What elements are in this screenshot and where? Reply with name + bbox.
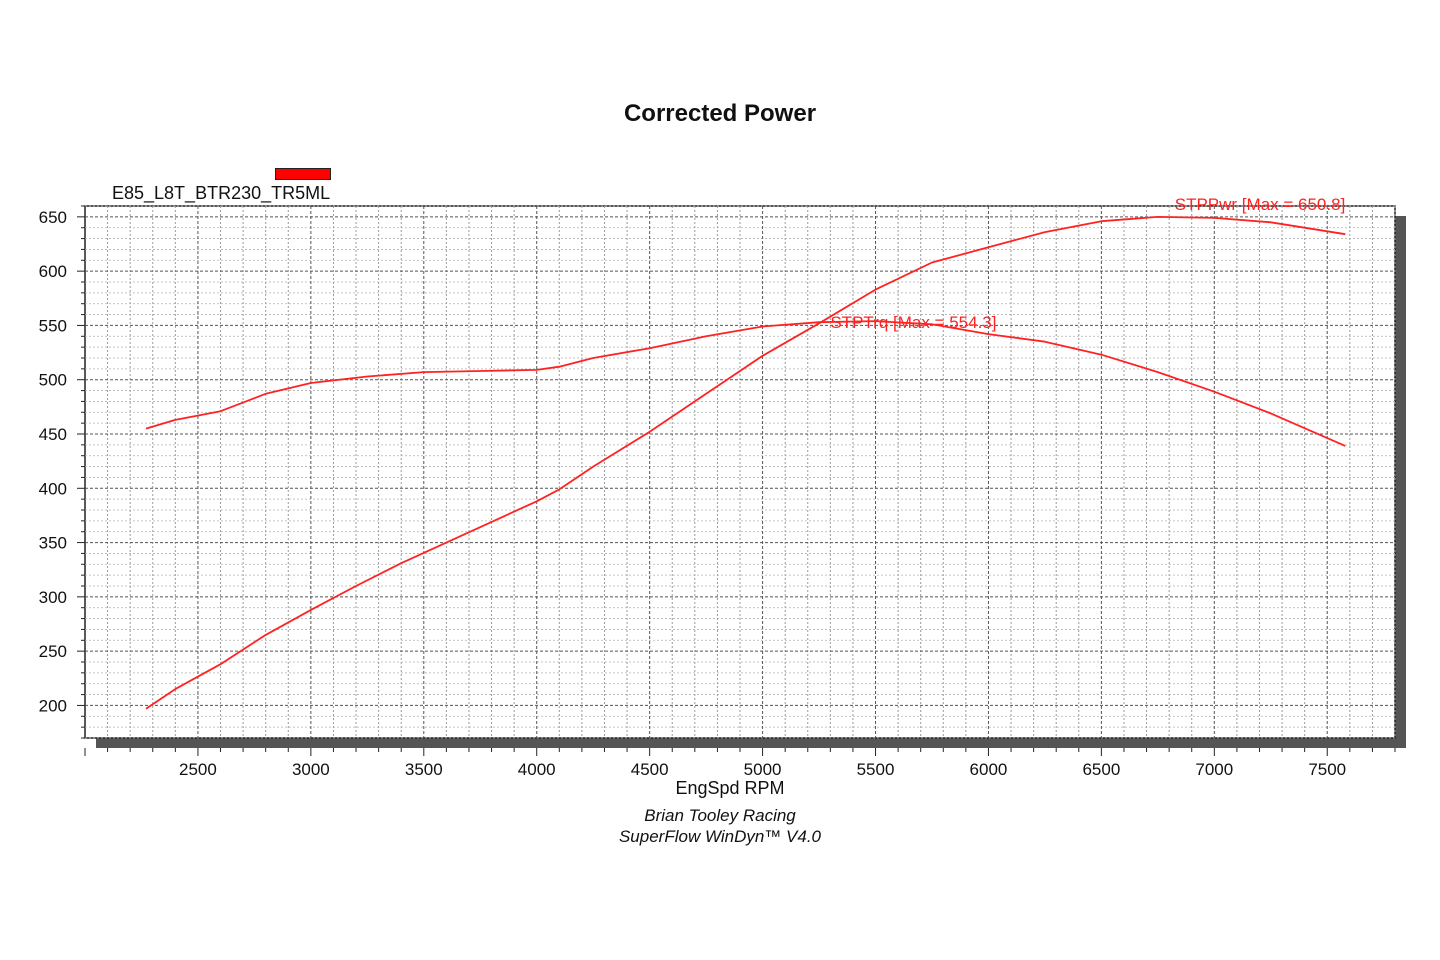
x-tick-label: 4500 — [631, 760, 669, 779]
y-tick-label: 550 — [39, 316, 67, 335]
y-tick-label: 450 — [39, 425, 67, 444]
x-tick-label: 6500 — [1082, 760, 1120, 779]
x-tick-label: 2500 — [179, 760, 217, 779]
y-tick-label: 600 — [39, 262, 67, 281]
y-tick-label: 200 — [39, 696, 67, 715]
x-axis: 2500 3000 3500 4000 4500 5000 5500 6000 6500 7000… — [84, 748, 1396, 779]
x-tick-label: 5500 — [857, 760, 895, 779]
series-line-stppwr — [145, 215, 1346, 710]
annotation-stptrq: STPTrq [Max = 554.3] — [830, 313, 996, 332]
x-tick-label: 4000 — [518, 760, 556, 779]
grid-minor — [85, 205, 1396, 739]
series-lines — [145, 215, 1346, 710]
x-axis-label: EngSpd RPM — [675, 778, 785, 798]
y-tick-label: 250 — [39, 642, 67, 661]
series-line-stptrq — [145, 320, 1346, 447]
y-axis: 200 250 300 350 400 450 500 550 600 650 — [39, 205, 85, 739]
x-tick-label: 3000 — [292, 760, 330, 779]
x-tick-label: 7000 — [1195, 760, 1233, 779]
y-tick-label: 650 — [39, 208, 67, 227]
chart-title: Corrected Power — [623, 100, 817, 127]
y-tick-label: 400 — [39, 479, 67, 498]
series-annotations: STPPwr [Max = 650.8] STPTrq [Max = 554.3] — [830, 195, 1345, 332]
annotation-stppwr: STPPwr [Max = 650.8] — [1175, 195, 1346, 214]
x-tick-label: 3500 — [405, 760, 443, 779]
x-tick-label: 7500 — [1308, 760, 1346, 779]
legend-label: E85_L8T_BTR230_TR5ML — [112, 183, 331, 203]
y-tick-label: 500 — [39, 371, 67, 390]
y-tick-label: 350 — [39, 534, 67, 553]
grid-major — [85, 206, 1395, 738]
y-tick-label: 300 — [39, 588, 67, 607]
legend-swatch — [275, 168, 331, 180]
credit-line-2: SuperFlow WinDyn™ V4.0 — [618, 827, 822, 846]
x-tick-label: 5000 — [744, 760, 782, 779]
credit-line-1: Brian Tooley Racing — [644, 806, 796, 825]
x-tick-label: 6000 — [970, 760, 1008, 779]
